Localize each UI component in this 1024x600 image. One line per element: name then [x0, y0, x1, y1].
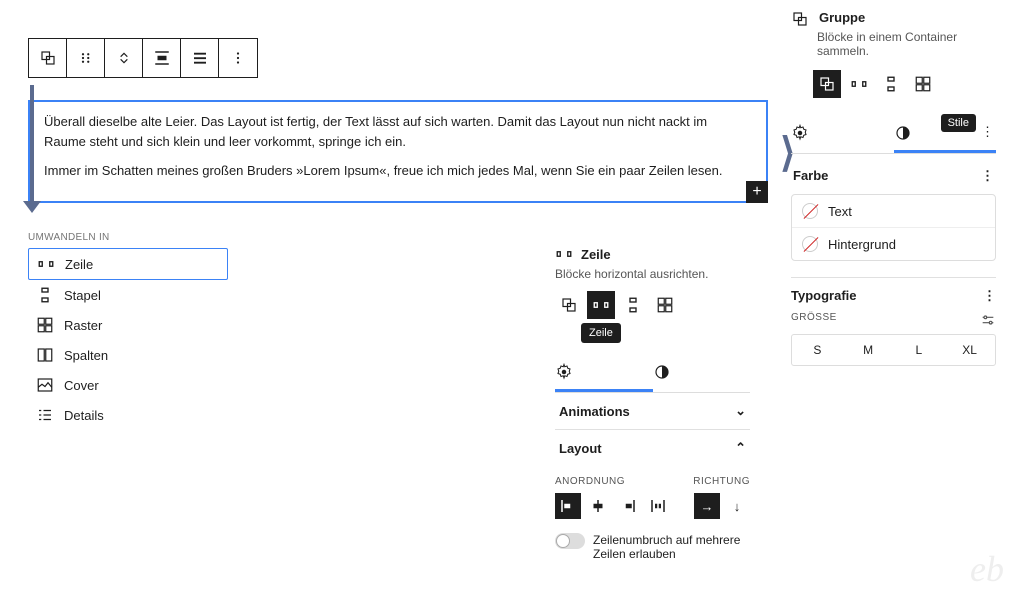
var-grid[interactable] [651, 291, 679, 319]
swatch-text [802, 203, 818, 219]
text-color-item[interactable]: Text [792, 195, 995, 227]
layout-section[interactable]: Layout⌃ [555, 430, 750, 466]
transform-cover[interactable]: Cover [28, 370, 228, 400]
paragraph-1: Überall dieselbe alte Leier. Das Layout … [44, 112, 752, 151]
var-zeile[interactable] [587, 291, 615, 319]
transform-stapel[interactable]: Stapel [28, 280, 228, 310]
justify-right[interactable] [615, 493, 641, 519]
color-section: Farbe ⋮ Text Hintergrund [791, 164, 996, 261]
group-icon [791, 10, 809, 28]
stile-tooltip: Stile [941, 114, 976, 132]
anordnung-label: ANORDNUNG [555, 476, 625, 487]
group-subtitle: Blöcke in einem Container sammeln. [817, 30, 996, 58]
size-buttons: S M L XL [791, 334, 996, 366]
gvar-grid[interactable] [909, 70, 937, 98]
watermark: eb [970, 548, 1004, 590]
size-custom-icon[interactable] [980, 312, 996, 328]
wrap-toggle-row: Zeilenumbruch auf mehrere Zeilen erlaube… [555, 533, 750, 561]
sidebar-tabs: Stile ⋮ [791, 116, 996, 154]
details-icon [36, 406, 54, 424]
transform-zeile[interactable]: Zeile [28, 248, 228, 280]
dir-horizontal[interactable]: → [694, 493, 720, 519]
zeile-panel: Zeile Blöcke horizontal ausrichten. Zeil… [555, 245, 750, 561]
justify-btn[interactable] [181, 39, 219, 77]
size-xl[interactable]: XL [944, 335, 995, 365]
size-s[interactable]: S [792, 335, 843, 365]
var-stapel[interactable] [619, 291, 647, 319]
zeile-variations [555, 291, 750, 319]
transform-heading: UMWANDELN IN [28, 232, 110, 243]
chevron-down-icon: ⌄ [735, 403, 746, 419]
wrap-label: Zeilenumbruch auf mehrere Zeilen erlaube… [593, 533, 750, 561]
transform-raster[interactable]: Raster [28, 310, 228, 340]
tab-settings[interactable] [555, 355, 653, 392]
zeile-icon [555, 245, 573, 263]
more-btn[interactable] [219, 39, 257, 77]
tabs-options[interactable]: ⋮ [981, 124, 994, 140]
justify-between[interactable] [645, 493, 671, 519]
gvar-zeile[interactable] [845, 70, 873, 98]
spalten-icon [36, 346, 54, 364]
zeile-title: Zeile [581, 247, 611, 262]
zeile-tooltip: Zeile [581, 323, 621, 343]
typo-title: Typografie [791, 288, 857, 304]
size-m[interactable]: M [843, 335, 894, 365]
transform-spalten[interactable]: Spalten [28, 340, 228, 370]
group-icon-btn[interactable] [29, 39, 67, 77]
zeile-tabs [555, 355, 750, 393]
drag-handle-btn[interactable] [67, 39, 105, 77]
transform-details[interactable]: Details [28, 400, 228, 430]
align-btn[interactable] [143, 39, 181, 77]
zeile-subtitle: Blöcke horizontal ausrichten. [555, 267, 750, 281]
tab-styles[interactable] [653, 355, 751, 392]
justify-center[interactable] [585, 493, 611, 519]
zeile-icon [37, 255, 55, 273]
groesse-label: GRÖSSE [791, 312, 837, 328]
animations-section[interactable]: Animations⌄ [555, 393, 750, 430]
group-variations [813, 70, 996, 98]
raster-icon [36, 316, 54, 334]
swatch-bg [802, 236, 818, 252]
richtung-buttons: → ↓ [694, 493, 750, 519]
wrap-toggle[interactable] [555, 533, 585, 549]
richtung-label: RICHTUNG [693, 476, 750, 487]
chevron-up-icon: ⌃ [735, 440, 746, 456]
transform-list: Zeile Stapel Raster Spalten Cover Detail… [28, 248, 228, 430]
group-title: Gruppe [819, 10, 865, 28]
dir-vertical[interactable]: ↓ [724, 493, 750, 519]
farbe-title: Farbe [793, 168, 828, 184]
add-block-button[interactable]: + [746, 181, 768, 203]
var-group[interactable] [555, 291, 583, 319]
gvar-stapel[interactable] [877, 70, 905, 98]
size-l[interactable]: L [894, 335, 945, 365]
inspector-sidebar: Gruppe Blöcke in einem Container sammeln… [791, 10, 996, 366]
annotation-arrow-down [30, 85, 34, 205]
anordnung-buttons [555, 493, 671, 519]
bg-color-item[interactable]: Hintergrund [792, 227, 995, 260]
stapel-icon [36, 286, 54, 304]
selected-block[interactable]: Überall dieselbe alte Leier. Das Layout … [28, 100, 768, 203]
paragraph-2: Immer im Schatten meines großen Bruders … [44, 161, 752, 181]
block-toolbar [28, 38, 258, 78]
typography-section: Typografie ⋮ GRÖSSE S M L XL [791, 277, 996, 366]
sidebar-tab-settings[interactable] [791, 116, 894, 153]
move-btn[interactable] [105, 39, 143, 77]
typo-options[interactable]: ⋮ [983, 288, 996, 304]
justify-left[interactable] [555, 493, 581, 519]
gvar-group[interactable] [813, 70, 841, 98]
cover-icon [36, 376, 54, 394]
farbe-options[interactable]: ⋮ [981, 168, 994, 184]
